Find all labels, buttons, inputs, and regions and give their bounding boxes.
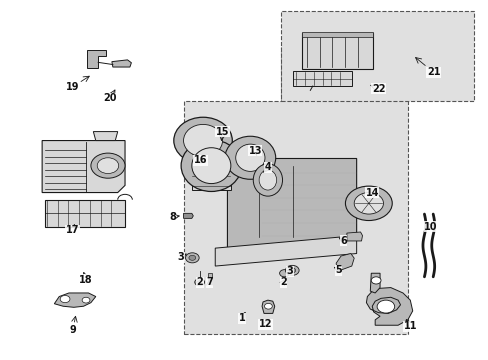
Polygon shape <box>335 253 353 271</box>
Ellipse shape <box>279 270 289 277</box>
Ellipse shape <box>285 265 299 275</box>
Text: 21: 21 <box>426 67 440 77</box>
Text: 1: 1 <box>238 313 245 323</box>
Polygon shape <box>54 293 96 307</box>
Bar <box>293 71 351 86</box>
Ellipse shape <box>82 297 90 303</box>
Bar <box>44 200 125 226</box>
Text: 22: 22 <box>371 84 385 94</box>
Text: 9: 9 <box>69 325 76 335</box>
Text: 3: 3 <box>177 252 184 262</box>
Text: 12: 12 <box>258 319 272 329</box>
Bar <box>302 33 372 69</box>
Polygon shape <box>369 273 379 293</box>
Ellipse shape <box>191 148 230 184</box>
Polygon shape <box>262 300 274 314</box>
Text: 10: 10 <box>423 222 437 231</box>
Text: 14: 14 <box>365 188 378 198</box>
Ellipse shape <box>345 186 391 221</box>
Polygon shape <box>227 158 356 253</box>
Bar <box>302 32 372 37</box>
Text: 20: 20 <box>103 93 117 103</box>
Polygon shape <box>207 273 211 284</box>
Polygon shape <box>366 288 412 325</box>
Ellipse shape <box>185 253 199 263</box>
Text: 13: 13 <box>248 145 262 156</box>
Text: 19: 19 <box>66 82 80 92</box>
Text: 8: 8 <box>168 212 175 222</box>
Text: 7: 7 <box>205 277 212 287</box>
Bar <box>281 12 473 101</box>
Text: 18: 18 <box>79 275 93 285</box>
Text: 6: 6 <box>340 236 346 246</box>
Ellipse shape <box>370 277 380 284</box>
Polygon shape <box>183 213 193 219</box>
Ellipse shape <box>91 153 125 178</box>
Ellipse shape <box>194 279 204 286</box>
Polygon shape <box>112 60 131 67</box>
Polygon shape <box>191 141 230 190</box>
Ellipse shape <box>253 164 282 196</box>
Ellipse shape <box>97 158 119 174</box>
Polygon shape <box>42 140 125 193</box>
Text: 15: 15 <box>215 127 229 136</box>
Ellipse shape <box>259 170 276 190</box>
Text: 5: 5 <box>335 265 341 275</box>
Ellipse shape <box>173 117 232 164</box>
Ellipse shape <box>288 268 295 273</box>
Ellipse shape <box>60 296 70 303</box>
Polygon shape <box>183 47 407 334</box>
Ellipse shape <box>264 303 272 309</box>
Ellipse shape <box>183 125 222 157</box>
Ellipse shape <box>235 144 264 171</box>
Ellipse shape <box>181 140 241 192</box>
Polygon shape <box>215 235 356 266</box>
Ellipse shape <box>376 300 394 313</box>
Text: 16: 16 <box>193 155 207 165</box>
Text: 2: 2 <box>196 277 203 287</box>
Ellipse shape <box>188 255 195 260</box>
Polygon shape <box>346 232 362 241</box>
Polygon shape <box>93 132 118 140</box>
Text: 3: 3 <box>286 266 293 276</box>
Ellipse shape <box>353 193 383 214</box>
Text: 4: 4 <box>264 162 271 172</box>
Text: 2: 2 <box>280 277 286 287</box>
Polygon shape <box>87 50 105 68</box>
Ellipse shape <box>224 136 275 179</box>
Text: 11: 11 <box>403 321 416 331</box>
Text: 17: 17 <box>65 225 79 235</box>
